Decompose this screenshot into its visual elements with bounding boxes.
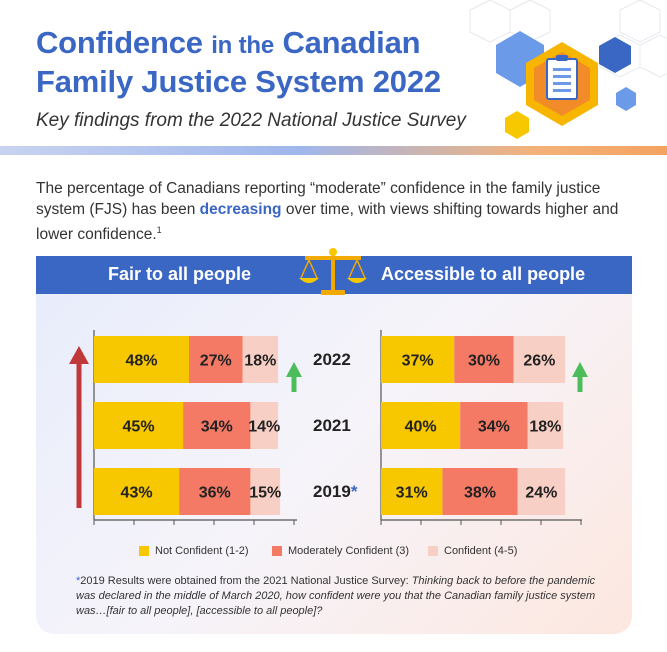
bar-label-fair-moderately-1: 34% [201,419,233,436]
header: Confidence in the Canadian Family Justic… [0,0,667,150]
year-label-2022: 2022 [313,350,351,369]
bar-accessible-confident-1 [527,402,564,449]
bar-accessible-confident-0 [513,336,566,383]
legend-label-moderately: Moderately Confident (3) [288,545,410,557]
bar-label-fair-confident-1: 14% [248,419,280,436]
bar-label-fair-moderately-2: 36% [199,485,231,502]
bar-label-accessible-not-confident-2: 31% [396,485,428,502]
bar-label-accessible-moderately-1: 34% [478,419,510,436]
footnote-star: * [76,575,81,587]
arrow-up-green-icon-left [286,362,302,377]
legend-swatch-not-confident [139,546,149,556]
intro-text-1: The percentage of Canadians reporting “m… [36,180,601,218]
title-word-canadian: Canadian [282,25,421,60]
bar-label-accessible-confident-0: 26% [523,353,555,370]
legend-confident: Confident (4-5) [428,545,517,557]
scales-icon [299,248,367,295]
header-divider [0,146,667,155]
bar-fair-moderately-2 [179,468,251,515]
bar-label-accessible-moderately-2: 38% [464,485,496,502]
bar-label-fair-moderately-0: 27% [200,353,232,370]
legend-swatch-moderately [272,546,282,556]
page-subtitle: Key findings from the 2022 National Just… [36,110,466,131]
intro-paragraph: The percentage of Canadians reporting “m… [36,178,636,245]
bar-fair-confident-0 [242,336,279,383]
bar-label-fair-not-confident-0: 48% [126,353,158,370]
bar-label-fair-confident-2: 15% [249,485,281,502]
bar-accessible-moderately-1 [460,402,528,449]
footnote-question: Thinking back to before the pandemic was… [76,575,596,617]
bar-accessible-not-confident-2 [381,468,443,515]
bar-accessible-moderately-2 [442,468,518,515]
year-label-2019: 2019* [313,482,357,502]
arrow-up-green-icon-right [572,362,588,377]
footnote: *2019 Results were obtained from the 202… [76,574,596,619]
bar-fair-not-confident-2 [94,468,180,515]
intro-footnote-ref: 1 [156,225,162,235]
footnote-lead: 2019 Results were obtained from the 2021… [80,575,412,587]
bar-label-accessible-moderately-0: 30% [468,353,500,370]
bar-accessible-not-confident-1 [381,402,461,449]
bar-fair-moderately-1 [183,402,251,449]
bar-fair-not-confident-1 [94,402,184,449]
intro-text-2: over time, with views shifting towards h… [36,201,619,244]
bar-fair-moderately-0 [189,336,243,383]
bar-accessible-moderately-0 [454,336,514,383]
bar-fair-confident-1 [250,402,279,449]
legend-label-not-confident: Not Confident (1-2) [155,545,249,557]
year-label-2019-star: * [350,482,358,501]
bar-label-fair-not-confident-1: 45% [123,419,155,436]
bar-label-fair-confident-0: 18% [244,353,276,370]
bar-accessible-confident-2 [517,468,566,515]
bar-label-accessible-not-confident-0: 37% [402,353,434,370]
year-label-2019-text: 2019 [313,482,351,501]
legend-moderately: Moderately Confident (3) [272,545,409,557]
bar-accessible-not-confident-0 [381,336,455,383]
title-word-in-the: in the [211,32,275,59]
legend-not-confident: Not Confident (1-2) [139,545,249,557]
page-title: Confidence in the Canadian [36,25,421,61]
page-title-line2: Family Justice System 2022 [36,64,441,99]
arrow-up-red-icon [69,346,89,364]
bar-fair-not-confident-0 [94,336,190,383]
title-word-confidence: Confidence [36,25,203,60]
intro-highlight: decreasing [199,201,282,218]
bar-label-accessible-not-confident-1: 40% [405,419,437,436]
legend-label-confident: Confident (4-5) [444,545,518,557]
legend-swatch-confident [428,546,438,556]
bar-label-accessible-confident-2: 24% [525,485,557,502]
bar-label-accessible-confident-1: 18% [529,419,561,436]
chart-legend: Not Confident (1-2) Moderately Confident… [0,545,667,561]
clipboard-icon [546,55,578,100]
bar-label-fair-not-confident-2: 43% [121,485,153,502]
bar-fair-confident-2 [250,468,281,515]
year-label-2021: 2021 [313,416,351,435]
heading-accessible: Accessible to all people [381,264,586,284]
heading-fair: Fair to all people [108,264,252,284]
